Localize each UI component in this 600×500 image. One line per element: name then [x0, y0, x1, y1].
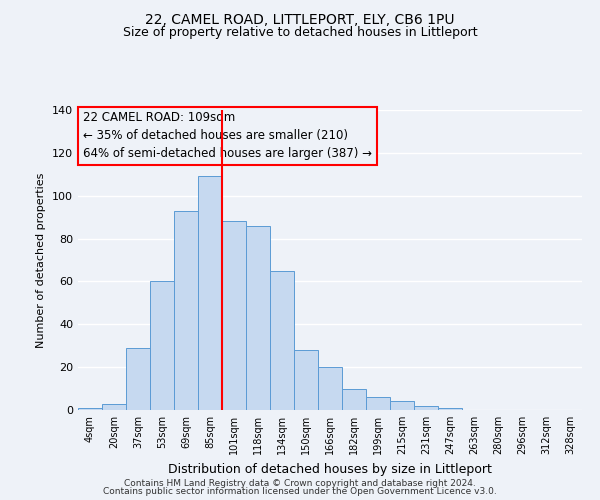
- Bar: [246, 226, 270, 410]
- X-axis label: Distribution of detached houses by size in Littleport: Distribution of detached houses by size …: [168, 462, 492, 475]
- Bar: [366, 397, 390, 410]
- Bar: [174, 210, 198, 410]
- Y-axis label: Number of detached properties: Number of detached properties: [37, 172, 46, 348]
- Bar: [126, 348, 150, 410]
- Bar: [270, 270, 294, 410]
- Text: 22, CAMEL ROAD, LITTLEPORT, ELY, CB6 1PU: 22, CAMEL ROAD, LITTLEPORT, ELY, CB6 1PU: [145, 12, 455, 26]
- Bar: [78, 408, 102, 410]
- Bar: [222, 222, 246, 410]
- Bar: [150, 282, 174, 410]
- Bar: [318, 367, 342, 410]
- Text: Size of property relative to detached houses in Littleport: Size of property relative to detached ho…: [122, 26, 478, 39]
- Text: Contains HM Land Registry data © Crown copyright and database right 2024.: Contains HM Land Registry data © Crown c…: [124, 478, 476, 488]
- Bar: [294, 350, 318, 410]
- Bar: [438, 408, 462, 410]
- Bar: [198, 176, 222, 410]
- Text: Contains public sector information licensed under the Open Government Licence v3: Contains public sector information licen…: [103, 487, 497, 496]
- Bar: [102, 404, 126, 410]
- Bar: [342, 388, 366, 410]
- Bar: [414, 406, 438, 410]
- Text: 22 CAMEL ROAD: 109sqm
← 35% of detached houses are smaller (210)
64% of semi-det: 22 CAMEL ROAD: 109sqm ← 35% of detached …: [83, 112, 372, 160]
- Bar: [390, 402, 414, 410]
